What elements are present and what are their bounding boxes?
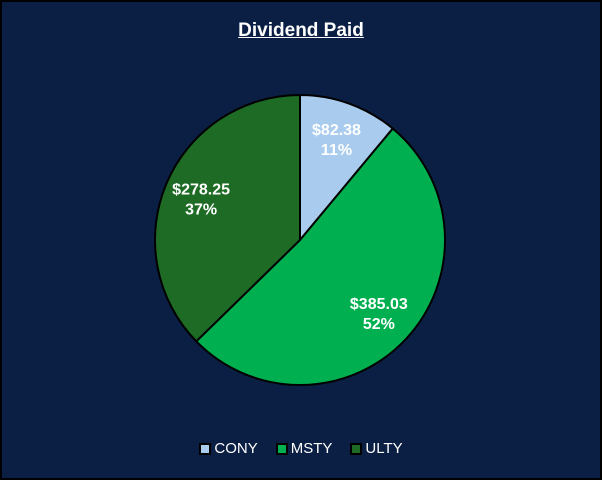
data-label-value-ulty: $278.25	[172, 181, 230, 198]
legend-swatch	[275, 442, 288, 455]
legend-label: CONY	[214, 440, 258, 457]
data-label-percent-ulty: 37%	[185, 201, 217, 218]
legend-swatch	[350, 442, 363, 455]
data-label-percent-cony: 11%	[321, 142, 352, 159]
legend-item-ulty: ULTY	[350, 440, 403, 457]
chart-title: Dividend Paid	[238, 20, 364, 41]
pie-slice-msty	[194, 127, 446, 386]
pie-slice-ulty	[154, 93, 301, 343]
legend-label: ULTY	[365, 440, 403, 457]
legend-item-cony: CONY	[199, 440, 258, 457]
data-label-percent-msty: 52%	[363, 316, 395, 333]
pie-slice-cony	[299, 93, 395, 243]
data-label-value-msty: $385.03	[350, 296, 408, 313]
legend-swatch	[199, 442, 212, 455]
legend-item-msty: MSTY	[275, 440, 333, 457]
data-label-value-cony: $82.38	[312, 122, 361, 139]
legend-label: MSTY	[290, 440, 333, 457]
legend: CONY MSTY ULTY	[0, 440, 602, 457]
